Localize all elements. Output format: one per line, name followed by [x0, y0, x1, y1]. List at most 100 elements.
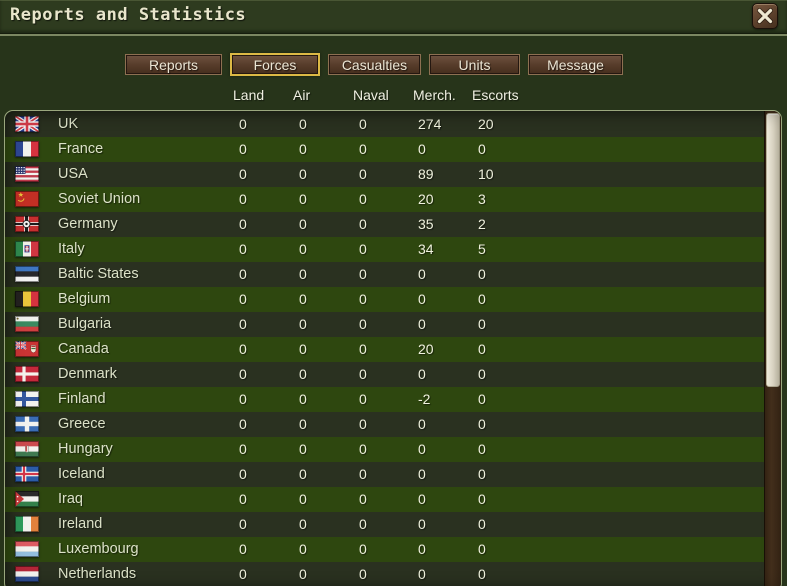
- country-name: Baltic States: [58, 266, 139, 282]
- cell-naval: 0: [359, 241, 367, 257]
- cell-naval: 0: [359, 191, 367, 207]
- scrollbar-thumb[interactable]: [766, 113, 780, 387]
- luxembourg-flag-icon: [15, 541, 39, 557]
- cell-land: 0: [239, 341, 247, 357]
- cell-naval: 0: [359, 416, 367, 432]
- country-name: Finland: [58, 391, 106, 407]
- cell-naval: 0: [359, 341, 367, 357]
- cell-naval: 0: [359, 291, 367, 307]
- cell-air: 0: [299, 516, 307, 532]
- cell-naval: 0: [359, 491, 367, 507]
- usa-flag-icon: [15, 166, 39, 182]
- country-list: UK 0 0 0 274 20 France 0 0 0 0 0 USA 0 0 0 89 10 Soviet Un…: [5, 112, 765, 586]
- table-row: Greece 0 0 0 0 0: [5, 412, 765, 437]
- close-button[interactable]: [752, 3, 778, 29]
- column-header-merch: Merch.: [413, 87, 456, 103]
- bulgaria-flag-icon: [15, 316, 39, 332]
- cell-land: 0: [239, 491, 247, 507]
- cell-naval: 0: [359, 216, 367, 232]
- cell-naval: 0: [359, 566, 367, 582]
- country-name: Ireland: [58, 516, 103, 532]
- germany-flag-icon: [15, 216, 39, 232]
- cell-naval: 0: [359, 316, 367, 332]
- country-name: Bulgaria: [58, 316, 112, 332]
- cell-escorts: 0: [478, 391, 486, 407]
- tab-forces[interactable]: Forces: [230, 53, 320, 76]
- country-name: Netherlands: [58, 566, 137, 582]
- france-flag-icon: [15, 141, 39, 157]
- table-row: Luxembourg 0 0 0 0 0: [5, 537, 765, 562]
- cell-merch: 34: [418, 241, 434, 257]
- cell-air: 0: [299, 366, 307, 382]
- cell-land: 0: [239, 166, 247, 182]
- table-row: Italy 0 0 0 34 5: [5, 237, 765, 262]
- cell-air: 0: [299, 391, 307, 407]
- country-name: Italy: [58, 241, 85, 257]
- country-name: Iceland: [58, 466, 105, 482]
- cell-escorts: 2: [478, 216, 486, 232]
- cell-escorts: 0: [478, 491, 486, 507]
- cell-land: 0: [239, 566, 247, 582]
- cell-naval: 0: [359, 166, 367, 182]
- tab-message[interactable]: Message: [528, 54, 623, 75]
- belgium-flag-icon: [15, 291, 39, 307]
- denmark-flag-icon: [15, 366, 39, 382]
- cell-naval: 0: [359, 541, 367, 557]
- cell-merch: 0: [418, 366, 426, 382]
- tab-reports[interactable]: Reports: [125, 54, 222, 75]
- cell-air: 0: [299, 191, 307, 207]
- cell-escorts: 0: [478, 316, 486, 332]
- cell-merch: 20: [418, 341, 434, 357]
- cell-escorts: 0: [478, 416, 486, 432]
- cell-air: 0: [299, 116, 307, 132]
- cell-air: 0: [299, 541, 307, 557]
- country-name: Iraq: [58, 491, 83, 507]
- cell-land: 0: [239, 291, 247, 307]
- cell-merch: 0: [418, 441, 426, 457]
- netherlands-flag-icon: [15, 566, 39, 582]
- column-header-naval: Naval: [353, 87, 389, 103]
- country-name: Hungary: [58, 441, 113, 457]
- cell-naval: 0: [359, 441, 367, 457]
- soviet-union-flag-icon: [15, 191, 39, 207]
- cell-air: 0: [299, 291, 307, 307]
- cell-naval: 0: [359, 391, 367, 407]
- ireland-flag-icon: [15, 516, 39, 532]
- cell-escorts: 0: [478, 516, 486, 532]
- cell-escorts: 0: [478, 366, 486, 382]
- cell-air: 0: [299, 241, 307, 257]
- cell-escorts: 10: [478, 166, 494, 182]
- cell-escorts: 0: [478, 566, 486, 582]
- country-name: Germany: [58, 216, 118, 232]
- hungary-flag-icon: [15, 441, 39, 457]
- cell-land: 0: [239, 241, 247, 257]
- table-row: Netherlands 0 0 0 0 0: [5, 562, 765, 586]
- cell-land: 0: [239, 441, 247, 457]
- tab-casualties[interactable]: Casualties: [328, 54, 421, 75]
- cell-merch: 0: [418, 416, 426, 432]
- cell-escorts: 0: [478, 341, 486, 357]
- scrollbar-track[interactable]: [764, 111, 781, 586]
- table-row: Iraq 0 0 0 0 0: [5, 487, 765, 512]
- cell-air: 0: [299, 491, 307, 507]
- cell-escorts: 20: [478, 116, 494, 132]
- tab-row: Reports Forces Casualties Units Message: [125, 53, 623, 76]
- cell-land: 0: [239, 116, 247, 132]
- cell-air: 0: [299, 341, 307, 357]
- cell-escorts: 0: [478, 441, 486, 457]
- table-row: Ireland 0 0 0 0 0: [5, 512, 765, 537]
- cell-escorts: 3: [478, 191, 486, 207]
- cell-air: 0: [299, 216, 307, 232]
- finland-flag-icon: [15, 391, 39, 407]
- table-row: USA 0 0 0 89 10: [5, 162, 765, 187]
- cell-merch: 0: [418, 141, 426, 157]
- window-title: Reports and Statistics: [10, 5, 247, 25]
- cell-air: 0: [299, 416, 307, 432]
- cell-land: 0: [239, 516, 247, 532]
- tab-units[interactable]: Units: [429, 54, 520, 75]
- cell-land: 0: [239, 216, 247, 232]
- cell-land: 0: [239, 141, 247, 157]
- cell-air: 0: [299, 441, 307, 457]
- country-name: Canada: [58, 341, 109, 357]
